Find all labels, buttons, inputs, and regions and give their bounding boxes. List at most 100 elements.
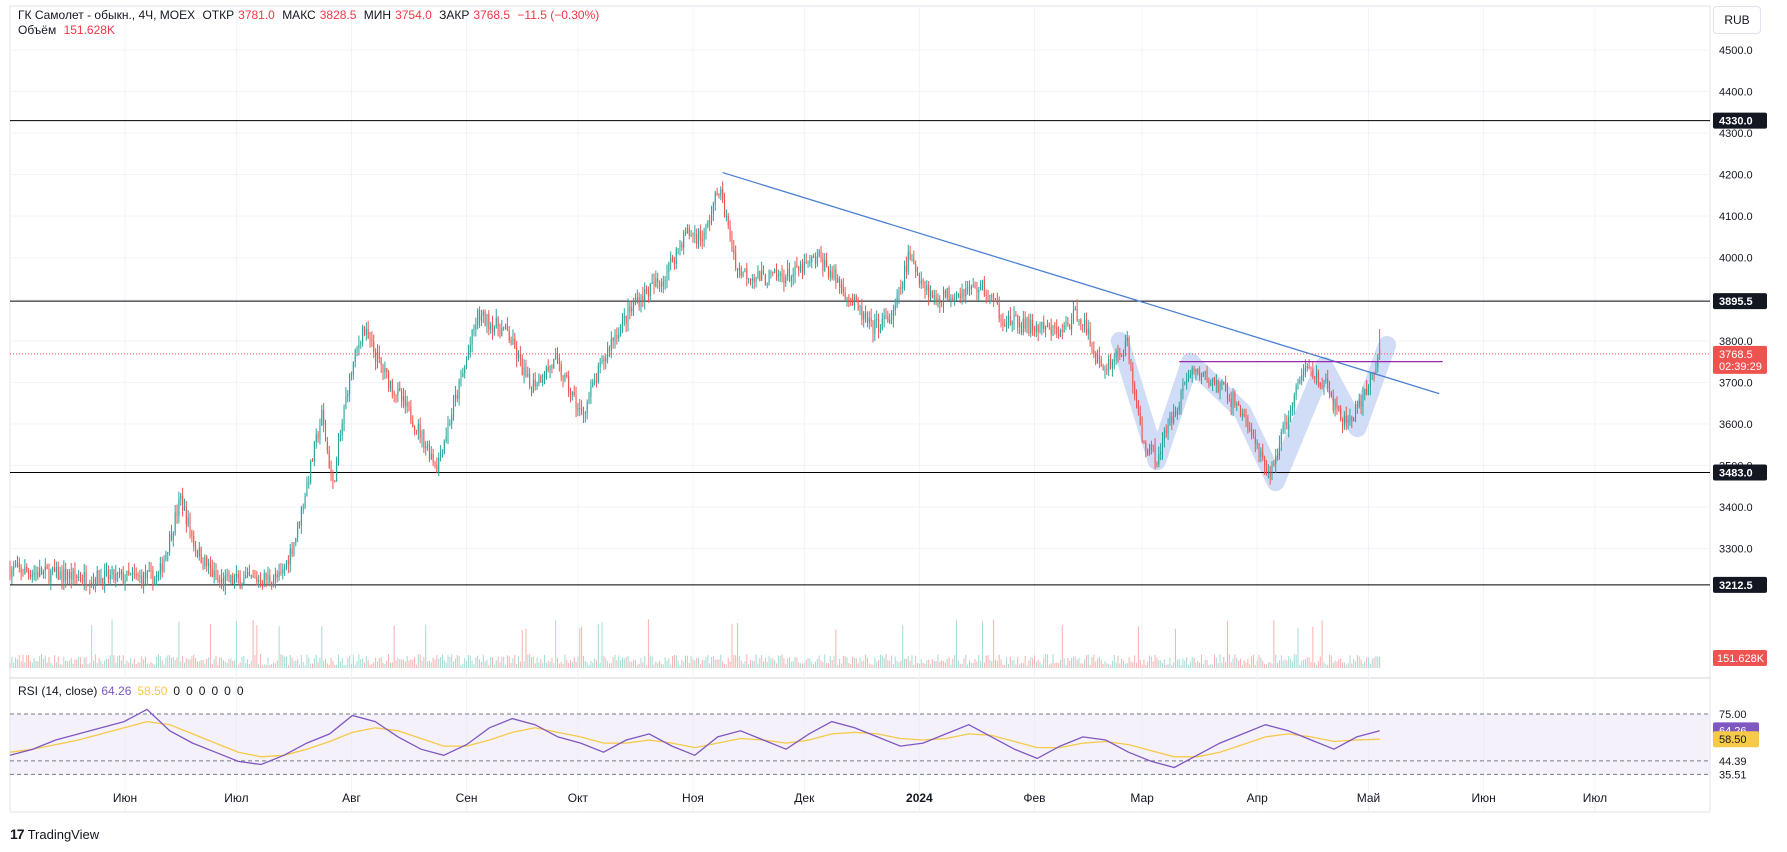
candle-body [105, 569, 108, 571]
candle-body [1004, 325, 1006, 327]
volume-bar [404, 661, 406, 668]
volume-bar [840, 663, 842, 668]
candle-body [1184, 382, 1186, 384]
candle-body [931, 290, 933, 298]
candle [994, 298, 996, 302]
candle [122, 566, 124, 585]
level-badge [1713, 576, 1767, 593]
rsi-band [10, 714, 1710, 775]
volume-bar [1317, 661, 1319, 668]
candle [1340, 404, 1342, 422]
volume-bar [1174, 628, 1177, 668]
candle-body [1152, 445, 1154, 447]
candle-body [633, 302, 635, 308]
candle-body [900, 287, 902, 289]
volume-bar [1189, 661, 1191, 668]
price-tick-label: 4500.0 [1719, 45, 1753, 57]
candle [1236, 401, 1238, 412]
candle [391, 378, 393, 399]
candle-body [503, 326, 505, 328]
candle-body [1317, 372, 1319, 383]
candle [1377, 354, 1379, 373]
candle-body [1074, 308, 1076, 311]
candle-body [688, 228, 690, 236]
volume-bar [616, 660, 618, 668]
candle [562, 374, 564, 388]
candle-body [1141, 424, 1143, 441]
volume-bar [78, 656, 80, 668]
candle [672, 255, 674, 263]
price-tick-label: 3800.0 [1719, 336, 1753, 348]
candle [269, 568, 271, 587]
candle-body [414, 426, 416, 431]
volume-bar [406, 656, 408, 668]
volume-bar [1293, 654, 1295, 668]
candle-body [1124, 341, 1126, 351]
currency-button[interactable]: RUB [1713, 6, 1761, 34]
volume-bar [865, 654, 867, 668]
open-label: ОТКР [202, 8, 235, 22]
volume-bar [1228, 654, 1230, 668]
candle-body [553, 358, 555, 369]
candle [499, 323, 501, 339]
candle [794, 261, 796, 284]
volume-bar [306, 654, 308, 668]
volume-bar [944, 662, 946, 668]
volume-bar [690, 656, 692, 668]
candle [675, 246, 677, 270]
candle [842, 277, 844, 297]
candle [282, 563, 284, 580]
candle-body [337, 441, 340, 459]
volume-bar [545, 662, 547, 668]
candle [751, 274, 753, 289]
volume-bar [120, 660, 122, 668]
volume-bar [584, 661, 586, 668]
volume-bar [1104, 661, 1106, 668]
volume-bar [434, 659, 436, 668]
candle-body [1256, 443, 1258, 445]
candle [614, 329, 616, 349]
volume-bar [273, 662, 275, 668]
candle [91, 576, 93, 589]
candle [601, 355, 603, 365]
candle [655, 270, 657, 288]
volume-bar [375, 657, 377, 668]
candle-body [83, 572, 85, 582]
candle-body [224, 575, 226, 587]
candle-body [217, 578, 219, 581]
candle-body [67, 577, 69, 580]
candle [1061, 323, 1063, 340]
tradingview-logo[interactable]: 17 TradingView [10, 826, 99, 842]
candle-body [1288, 416, 1290, 430]
candle-body [965, 288, 967, 297]
candle-body [54, 567, 56, 573]
candle [1278, 435, 1280, 460]
volume-bar [1243, 660, 1245, 668]
candle [839, 276, 841, 294]
candle [1316, 365, 1318, 385]
candle-body [555, 354, 557, 359]
candle [1169, 411, 1171, 426]
candle [415, 429, 417, 435]
candle-body [681, 244, 683, 248]
candle [224, 569, 226, 596]
candle [479, 306, 481, 329]
volume-bar [1290, 658, 1292, 668]
time-tick-label: Окт [568, 791, 589, 805]
candle-body [70, 572, 72, 580]
candle-body [701, 239, 703, 241]
candle [1161, 432, 1164, 460]
volume-bar [722, 661, 724, 668]
candle-body [323, 409, 325, 425]
candle [569, 387, 571, 403]
volume-bar [1063, 658, 1065, 668]
candle-body [796, 265, 798, 267]
volume-bar [282, 655, 284, 668]
volume-bar [1110, 665, 1112, 668]
candle-body [302, 507, 304, 509]
candle [1252, 429, 1254, 439]
candle [996, 292, 998, 305]
candle [1019, 315, 1021, 335]
candle-body [1113, 358, 1115, 362]
candle-body [792, 274, 794, 277]
